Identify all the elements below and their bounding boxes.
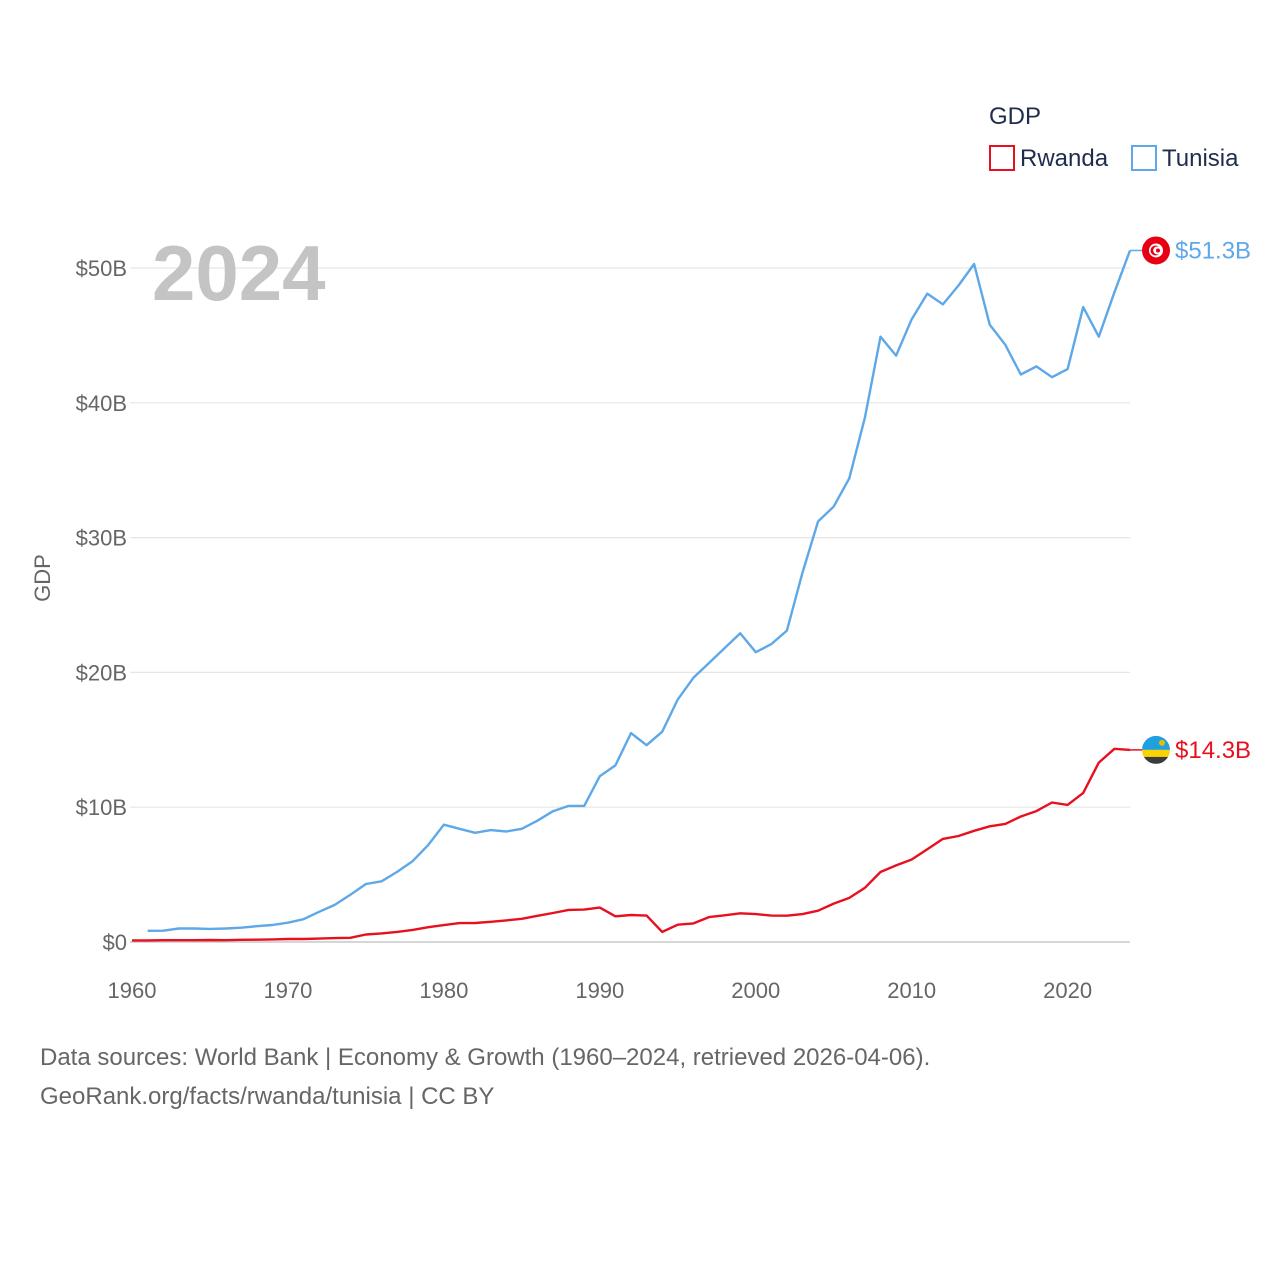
footer-attribution[interactable]: GeoRank.org/facts/rwanda/tunisia | CC BY [40,1083,495,1110]
y-tick-label: $20B [76,660,127,685]
legend-label-rwanda[interactable]: Rwanda [1020,145,1109,172]
rwanda-flag-icon [1142,735,1170,764]
end-markers: $14.3B $51.3B [1130,236,1251,764]
x-tick-label: 1960 [108,978,157,1003]
grid-lines [130,267,1130,943]
x-tick-label: 2000 [731,978,780,1003]
footer-source: Data sources: World Bank | Economy & Gro… [40,1044,931,1071]
x-tick-label: 2020 [1043,978,1092,1003]
y-tick-label: $30B [76,526,127,551]
y-tick-label: $0 [103,930,127,955]
x-tick-label: 1970 [263,978,312,1003]
legend-label-tunisia[interactable]: Tunisia [1162,145,1239,172]
series-lines [132,250,1132,942]
x-tick-label: 1980 [419,978,468,1003]
y-tick-label: $40B [76,391,127,416]
y-tick-label: $50B [76,256,127,281]
legend-swatch-tunisia[interactable] [1131,145,1157,171]
x-tick-label: 2010 [887,978,936,1003]
end-label-tunisia: $51.3B [1175,237,1251,264]
y-axis-label: GDP [30,554,55,602]
end-label-rwanda: $14.3B [1175,737,1251,764]
legend-title: GDP [989,103,1041,130]
x-tick-label: 1990 [575,978,624,1003]
legend-swatch-rwanda[interactable] [989,145,1015,171]
year-label: 2024 [152,229,326,317]
series-line-tunisia [147,250,1132,932]
legend: GDP Rwanda Tunisia [989,103,1239,172]
x-axis-ticks: 1960 1970 1980 1990 2000 2010 2020 [108,978,1093,1003]
tunisia-flag-icon [1142,236,1170,265]
y-tick-label: $10B [76,795,127,820]
series-line-rwanda [132,747,1131,942]
y-axis-ticks: $0 $10B $20B $30B $40B $50B [76,256,127,955]
